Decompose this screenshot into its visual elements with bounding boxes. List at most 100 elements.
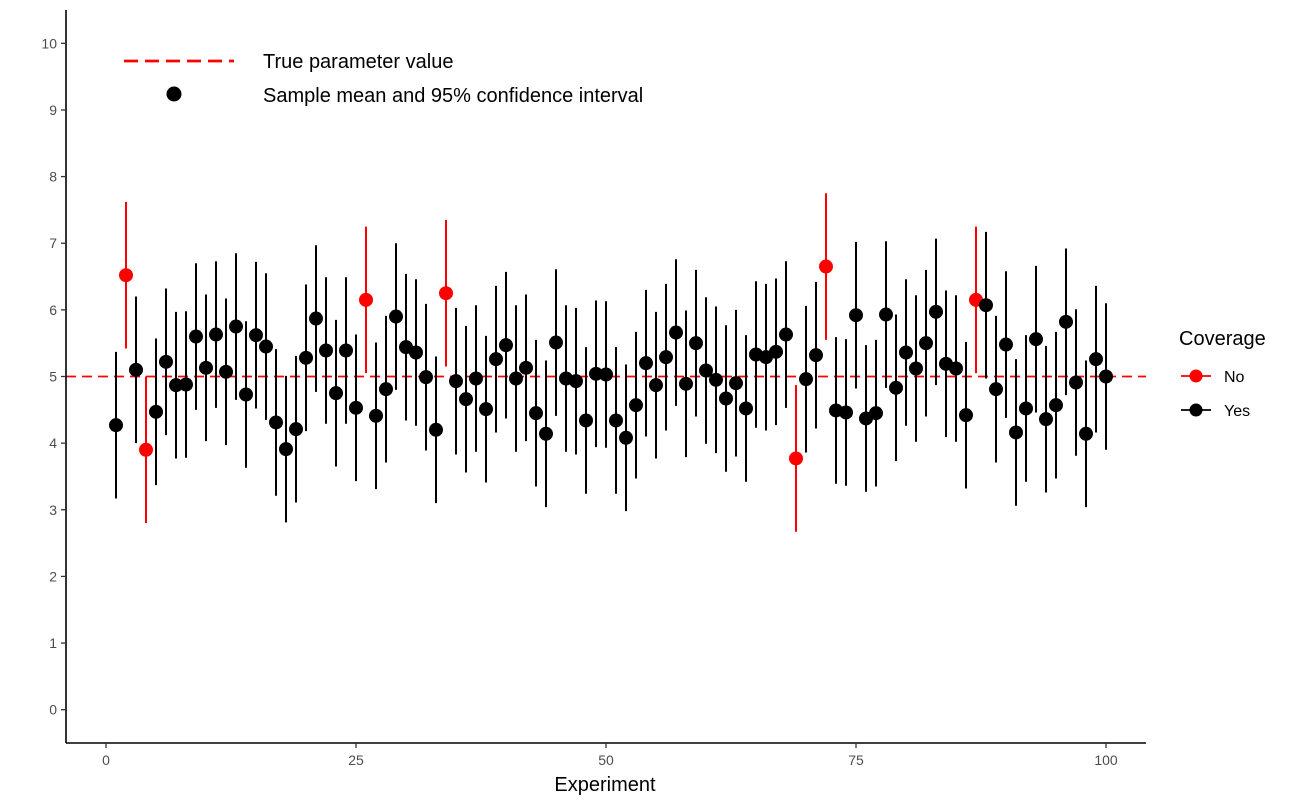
point-85: [949, 361, 963, 376]
point-25: [349, 400, 363, 415]
x-axis-title: Experiment: [554, 774, 656, 796]
x-tick-label: 25: [348, 752, 364, 768]
point-61: [709, 372, 723, 387]
x-tick-label: 100: [1094, 752, 1118, 768]
y-tick-label: 9: [49, 102, 57, 118]
point-93: [1029, 332, 1043, 347]
point-77: [869, 406, 883, 421]
point-6: [159, 354, 173, 369]
point-78: [879, 307, 893, 322]
point-57: [669, 325, 683, 340]
point-43: [529, 406, 543, 421]
point-18: [279, 442, 293, 457]
point-33: [429, 422, 443, 437]
point-5: [149, 404, 163, 419]
point-49: [589, 366, 603, 381]
point-91: [1009, 425, 1023, 440]
point-88: [979, 298, 993, 313]
point-69: [789, 451, 803, 466]
x-tick-label: 50: [598, 752, 614, 768]
point-72: [819, 259, 833, 274]
point-9: [189, 329, 203, 344]
legend-no-dot: [1189, 369, 1203, 383]
point-42: [519, 360, 533, 375]
point-63: [729, 376, 743, 391]
point-95: [1049, 398, 1063, 413]
point-12: [219, 364, 233, 379]
y-tick-label: 6: [49, 302, 57, 318]
point-51: [609, 413, 623, 428]
point-64: [739, 401, 753, 416]
point-4: [139, 442, 153, 457]
point-20: [299, 350, 313, 365]
point-82: [919, 336, 933, 351]
y-tick-label: 1: [49, 635, 57, 651]
point-98: [1079, 426, 1093, 441]
legend-no-label: No: [1224, 369, 1245, 386]
point-83: [929, 304, 943, 319]
point-92: [1019, 401, 1033, 416]
point-62: [719, 391, 733, 406]
y-tick-label: 7: [49, 235, 57, 251]
annotation-point-label: Sample mean and 95% confidence interval: [263, 85, 643, 107]
point-37: [469, 371, 483, 386]
point-15: [249, 328, 263, 343]
point-58: [679, 376, 693, 391]
point-56: [659, 350, 673, 365]
point-89: [989, 382, 1003, 397]
point-86: [959, 408, 973, 423]
point-13: [229, 319, 243, 334]
point-26: [359, 292, 373, 307]
point-53: [629, 398, 643, 413]
point-19: [289, 422, 303, 437]
point-23: [329, 386, 343, 401]
point-50: [599, 367, 613, 382]
point-22: [319, 343, 333, 358]
point-94: [1039, 412, 1053, 427]
x-tick-label: 0: [102, 752, 110, 768]
point-3: [129, 362, 143, 377]
point-47: [569, 374, 583, 389]
point-97: [1069, 375, 1083, 390]
point-39: [489, 352, 503, 367]
point-36: [459, 392, 473, 407]
legend-yes-dot: [1189, 403, 1203, 417]
point-100: [1099, 369, 1113, 384]
legend-yes-label: Yes: [1224, 403, 1250, 420]
point-96: [1059, 314, 1073, 329]
point-90: [999, 337, 1013, 352]
point-24: [339, 343, 353, 358]
point-31: [409, 345, 423, 360]
legend: Coverage No Yes: [1179, 328, 1266, 420]
point-1: [109, 418, 123, 433]
points-layer: [109, 259, 1113, 466]
point-40: [499, 338, 513, 353]
point-68: [779, 327, 793, 342]
point-32: [419, 370, 433, 385]
legend-entry-no: No: [1181, 369, 1245, 386]
y-tick-label: 8: [49, 169, 57, 185]
point-71: [809, 348, 823, 363]
point-10: [199, 360, 213, 375]
y-tick-label: 5: [49, 369, 57, 385]
point-81: [909, 361, 923, 376]
axes: 0 1 2 3 4 5 6 7 8 9 10 0 25 50 75 100: [41, 10, 1146, 768]
point-16: [259, 339, 273, 354]
point-7: [169, 378, 183, 393]
point-74: [839, 405, 853, 420]
annotation-true-value-label: True parameter value: [263, 51, 453, 73]
point-70: [799, 372, 813, 387]
point-79: [889, 380, 903, 395]
x-tick-label: 75: [848, 752, 864, 768]
y-tick-label: 3: [49, 502, 57, 518]
point-48: [579, 413, 593, 428]
point-80: [899, 345, 913, 360]
point-45: [549, 335, 563, 350]
point-75: [849, 308, 863, 323]
y-tick-label: 2: [49, 568, 57, 584]
y-ticks: 0 1 2 3 4 5 6 7 8 9 10: [41, 35, 66, 718]
point-99: [1089, 352, 1103, 367]
point-35: [449, 374, 463, 389]
